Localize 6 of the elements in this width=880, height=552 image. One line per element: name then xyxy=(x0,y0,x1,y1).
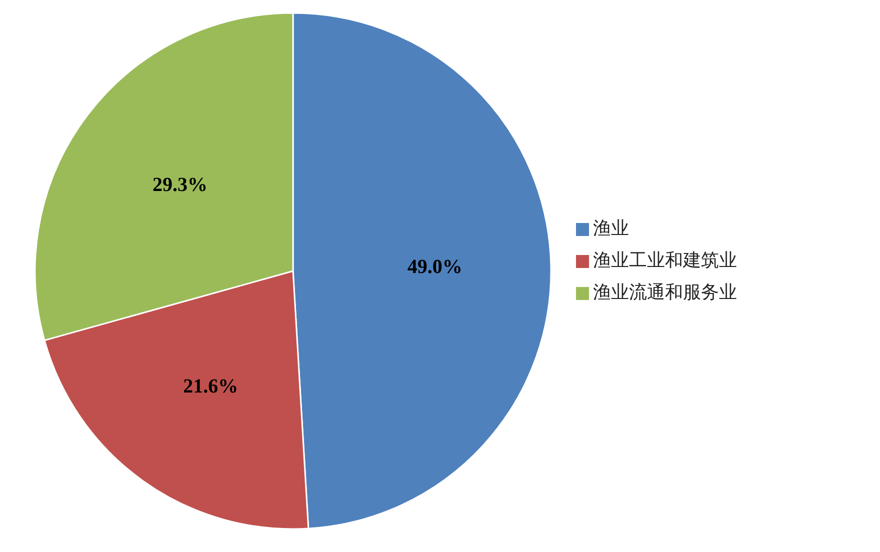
legend-label: 渔业 xyxy=(593,218,629,239)
legend-label: 渔业工业和建筑业 xyxy=(593,250,737,271)
data-label: 49.0% xyxy=(407,256,462,278)
data-label: 21.6% xyxy=(183,376,238,398)
legend-label: 渔业流通和服务业 xyxy=(593,282,737,303)
data-label: 29.3% xyxy=(152,174,208,196)
